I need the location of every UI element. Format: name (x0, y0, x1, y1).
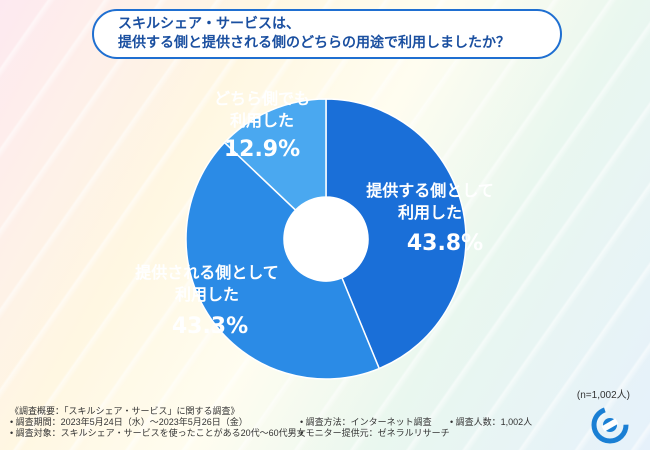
sample-size-label: (n=1,002人) (576, 390, 630, 401)
survey-target: • 調査対象：スキルシェア・サービスを使ったことがある20代～60代男女 (10, 428, 306, 438)
slice-label-3-line-1: どちら側でも (214, 89, 310, 108)
slice-label-1-line-2: 利用した (398, 203, 462, 222)
survey-respondents: • 調査人数：1,002人 (450, 417, 533, 427)
title-line-2: 提供する側と提供される側のどちらの用途で利用しましたか？ (118, 35, 510, 51)
donut-hole (284, 197, 368, 281)
company-logo-icon (591, 406, 629, 444)
slice-value-2: 43.3% (172, 314, 248, 339)
survey-monitor: • モニター提供元：ゼネラルリサーチ (300, 428, 450, 438)
slice-label-2-line-2: 利用した (175, 285, 239, 304)
slice-label-3-line-2: 利用した (230, 111, 294, 130)
title-line-1: スキルシェア・サービスは、 (118, 16, 300, 32)
slice-label-2-line-1: 提供される側として (135, 263, 279, 282)
slice-value-3: 12.9% (224, 137, 300, 162)
slice-label-1-line-1: 提供する側として (366, 181, 494, 200)
survey-footnotes: 《調査概要：「スキルシェア・サービス」に関する調査》 • 調査期間：2023年5… (10, 406, 570, 446)
survey-period: • 調査期間：2023年5月24日（水）～2023年5月26日（金） (10, 417, 248, 427)
slice-value-1: 43.8% (407, 231, 483, 256)
survey-title: 《調査概要：「スキルシェア・サービス」に関する調査》 (10, 406, 240, 416)
question-title-box: スキルシェア・サービスは、 提供する側と提供される側のどちらの用途で利用しました… (92, 9, 562, 59)
survey-method: • 調査方法：インターネット調査 (300, 417, 432, 427)
